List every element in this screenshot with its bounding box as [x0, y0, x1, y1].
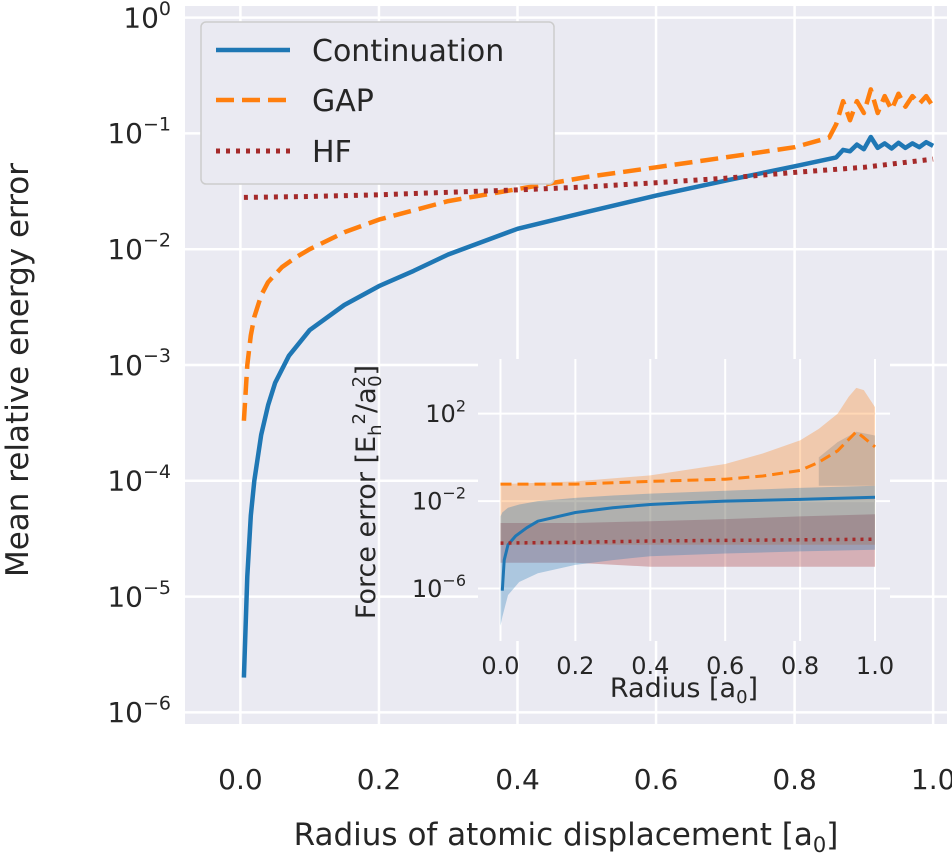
y-tick-label: 10−1 — [107, 114, 171, 151]
x-tick-label: 0.8 — [772, 763, 817, 796]
inset-error-bands — [500, 387, 875, 626]
y-tick-label: 100 — [123, 0, 171, 34]
y-tick-label: 10−5 — [107, 577, 171, 614]
series-line-hf — [243, 156, 934, 200]
x-tick-label: 0.0 — [481, 652, 519, 680]
inset-lines — [500, 430, 876, 591]
x-tick-label: 0.0 — [218, 763, 263, 796]
legend-label-gap: GAP — [312, 84, 374, 119]
inset-y-axis-label: Force error [Eh2/a20] — [349, 365, 386, 619]
main-x-axis-label: Radius of atomic displacement [a0] — [294, 817, 839, 856]
error-band-gap — [500, 387, 875, 545]
x-tick-label: 0.8 — [781, 652, 819, 680]
y-tick-label: 10−3 — [107, 345, 171, 382]
error-band-continuation — [500, 485, 875, 626]
x-tick-label: 1.0 — [911, 763, 952, 796]
error-band-hf — [500, 514, 875, 567]
x-tick-label: 1.0 — [856, 652, 894, 680]
x-tick-label: 0.4 — [631, 652, 669, 680]
y-tick-label: 10−4 — [107, 461, 171, 498]
x-tick-label: 0.6 — [706, 652, 744, 680]
main-x-ticks: 0.0 0.2 0.4 0.6 0.8 1.0 — [218, 763, 952, 796]
inset-series-line-hf — [500, 537, 876, 545]
x-tick-label: 0.6 — [634, 763, 679, 796]
x-tick-label: 0.4 — [495, 763, 540, 796]
y-tick-label: 10−2 — [107, 229, 171, 266]
x-tick-label: 0.2 — [556, 652, 594, 680]
y-tick-label: 102 — [425, 396, 466, 428]
series-line-gap — [241, 87, 935, 421]
inset-x-axis-label: Radius [a0] — [610, 673, 758, 708]
inset-y-ticks: 102 10−2 10−6 — [412, 396, 466, 603]
legend-label-continuation: Continuation — [312, 34, 504, 69]
y-tick-label: 10−6 — [107, 693, 171, 730]
y-tick-label: 10−2 — [412, 484, 466, 516]
legend: Continuation GAP HF — [200, 21, 555, 185]
legend-box — [200, 21, 555, 185]
inset-series-line-gap — [500, 430, 876, 486]
x-tick-label: 0.2 — [357, 763, 402, 796]
inset-chart: 0.0 0.2 0.4 0.6 0.8 1.0 102 10−2 10−6 Radius [a… — [349, 359, 894, 708]
inset-series-line-continuation — [500, 495, 876, 591]
y-tick-label: 10−6 — [412, 571, 466, 603]
inset-x-ticks: 0.0 0.2 0.4 0.6 0.8 1.0 — [481, 652, 894, 680]
legend-label-hf: HF — [312, 135, 352, 170]
main-lines — [241, 87, 935, 678]
error-band-continuation-overlap — [818, 431, 875, 486]
main-y-ticks: 100 10−1 10−2 10−3 10−4 10−5 10−6 — [107, 0, 171, 729]
main-y-axis-label: Mean relative energy error — [0, 163, 36, 577]
